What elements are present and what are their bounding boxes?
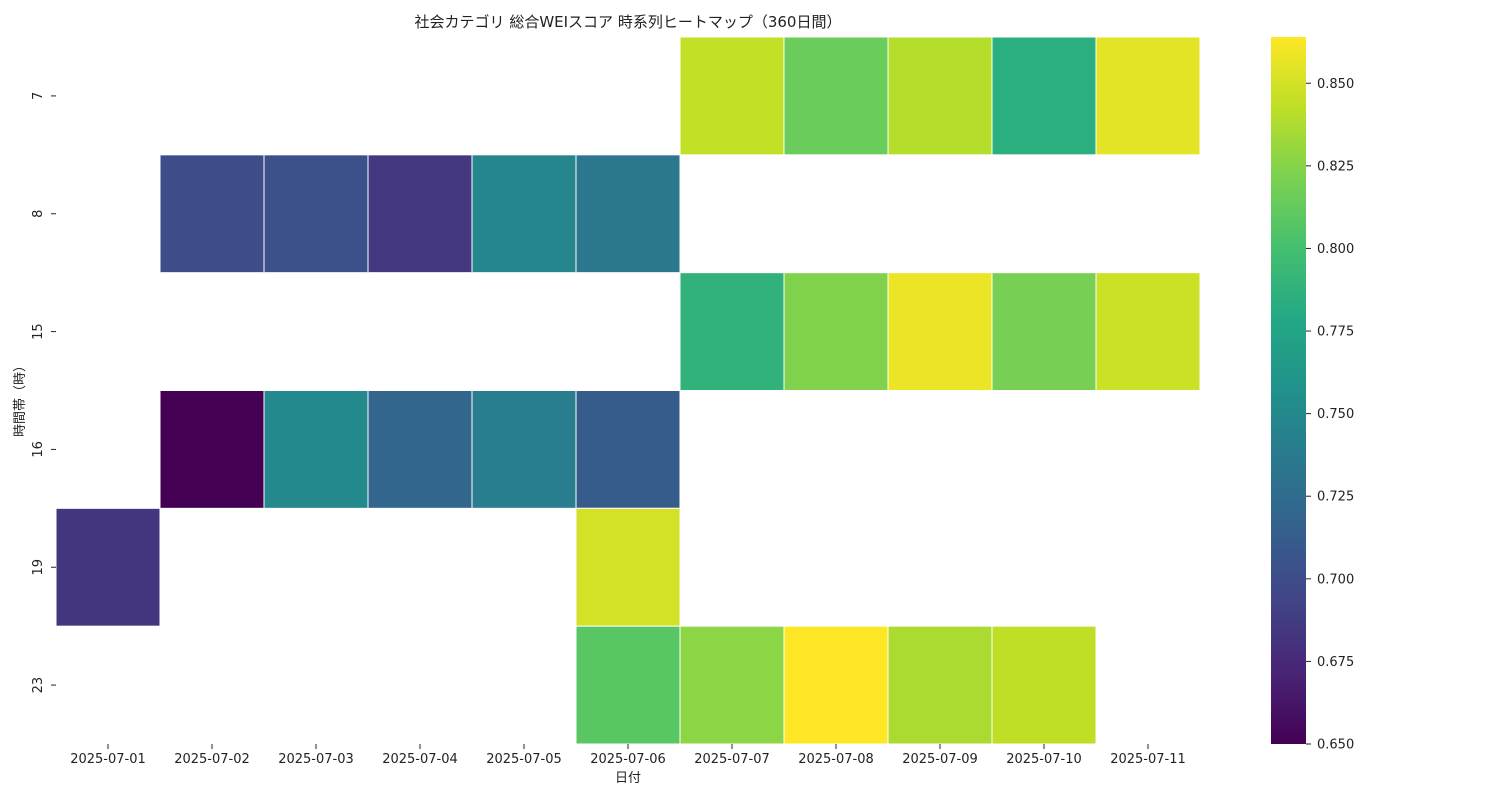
y-tick-label: 7: [31, 92, 46, 100]
y-tick-label: 23: [31, 677, 46, 694]
heatmap-cell: [575, 625, 681, 745]
y-tick-label: 19: [31, 559, 46, 576]
colorbar-tick-label: 0.825: [1317, 159, 1354, 174]
y-axis: 7 8 15 16 19 23: [31, 92, 56, 694]
heatmap-cell: [367, 154, 473, 274]
heatmap-cell: [991, 36, 1097, 156]
colorbar-tick-label: 0.775: [1317, 325, 1354, 340]
heatmap-cell: [679, 36, 785, 156]
y-tick-label: 15: [31, 323, 46, 340]
heatmap-cell: [575, 154, 681, 274]
heatmap-cell: [783, 625, 889, 745]
x-tick-label: 2025-07-10: [1006, 752, 1082, 767]
heatmap-cell: [263, 390, 369, 509]
colorbar-tick-label: 0.700: [1317, 572, 1354, 587]
colorbar-tick-label: 0.675: [1317, 655, 1354, 670]
heatmap-cell: [55, 507, 161, 627]
x-tick-label: 2025-07-02: [174, 752, 250, 767]
x-tick-label: 2025-07-08: [798, 752, 874, 767]
x-tick-label: 2025-07-04: [382, 752, 458, 767]
heatmap-cell: [679, 625, 785, 745]
heatmap-cells: [55, 36, 1201, 745]
heatmap-cell: [887, 272, 993, 391]
x-tick-label: 2025-07-03: [278, 752, 354, 767]
heatmap-cell: [575, 507, 681, 627]
x-tick-label: 2025-07-06: [590, 752, 666, 767]
heatmap-cell: [991, 272, 1097, 391]
x-axis: 2025-07-01 2025-07-02 2025-07-03 2025-07-04…: [70, 744, 1186, 767]
y-tick-label: 8: [31, 210, 46, 218]
heatmap-cell: [159, 154, 265, 274]
heatmap-cell: [887, 36, 993, 156]
heatmap-cell: [783, 272, 889, 391]
heatmap-cell: [679, 272, 785, 391]
chart-title: 社会カテゴリ 総合WEIスコア 時系列ヒートマップ（360日間）: [415, 13, 842, 31]
x-tick-label: 2025-07-01: [70, 752, 146, 767]
colorbar-tick-label: 0.750: [1317, 407, 1354, 422]
heatmap-cell: [471, 390, 577, 509]
heatmap-cell: [991, 625, 1097, 745]
y-axis-label: 時間帯（時）: [13, 359, 28, 437]
heatmap-cell: [263, 154, 369, 274]
colorbar-tick-label: 0.850: [1317, 77, 1354, 92]
heatmap-cell: [471, 154, 577, 274]
colorbar-ticks: 0.650 0.675 0.700 0.725 0.750 0.775 0.800 0.825…: [1306, 77, 1354, 753]
heatmap-cell: [1095, 272, 1201, 391]
heatmap-cell: [367, 390, 473, 509]
heatmap-cell: [887, 625, 993, 745]
y-tick-label: 16: [31, 441, 46, 458]
heatmap-cell: [1095, 36, 1201, 156]
colorbar-tick-label: 0.725: [1317, 490, 1354, 505]
x-axis-label: 日付: [615, 771, 641, 786]
colorbar-tick-label: 0.650: [1317, 738, 1354, 753]
heatmap-cell: [159, 390, 265, 509]
heatmap-cell: [783, 36, 889, 156]
x-tick-label: 2025-07-05: [486, 752, 562, 767]
colorbar-gradient: [1271, 37, 1306, 744]
x-tick-label: 2025-07-11: [1110, 752, 1186, 767]
x-tick-label: 2025-07-09: [902, 752, 978, 767]
heatmap-cell: [575, 390, 681, 509]
colorbar-tick-label: 0.800: [1317, 242, 1354, 257]
x-tick-label: 2025-07-07: [694, 752, 770, 767]
colorbar: 0.650 0.675 0.700 0.725 0.750 0.775 0.800 0.825…: [1271, 37, 1354, 753]
